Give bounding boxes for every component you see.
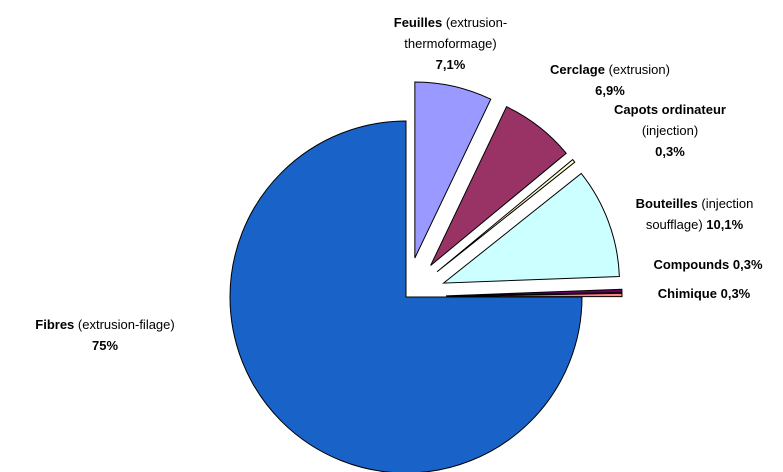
label-description: (extrusion)	[608, 62, 670, 77]
label-name: Feuilles	[393, 15, 443, 30]
pie-slice	[445, 288, 623, 297]
slice-label: Feuilles (extrusion-thermoformage) 7,1%	[378, 12, 523, 75]
pie-slice	[414, 81, 492, 259]
label-name: Cerclage	[550, 62, 605, 77]
slice-label: Cerclage (extrusion) 6,9%	[520, 59, 700, 101]
label-value: 10,1%	[706, 217, 744, 232]
label-value: 0,3%	[732, 257, 763, 272]
pie-slice	[430, 106, 567, 266]
label-description: (injection)	[641, 123, 699, 138]
pie-slice	[436, 158, 576, 273]
slice-label: Chimique 0,3%	[624, 283, 783, 304]
label-value: 7,1%	[435, 57, 466, 72]
slice-label: Bouteilles (injection soufflage) 10,1%	[612, 193, 777, 235]
label-name: Compounds	[653, 257, 730, 272]
label-description: (injection soufflage)	[645, 196, 754, 232]
slice-label: Compounds 0,3%	[628, 254, 783, 275]
label-value: 6,9%	[595, 83, 625, 98]
label-name: Fibres	[35, 317, 75, 332]
label-name: Capots ordinateur	[614, 102, 726, 117]
label-value: 0,3%	[720, 286, 751, 301]
pie-slice	[445, 292, 623, 298]
label-value: 0,3%	[655, 144, 685, 159]
pie-slice	[442, 172, 620, 284]
slice-label: Fibres (extrusion-filage) 75%	[0, 314, 210, 356]
label-description: (extrusion-thermoformage)	[404, 15, 508, 51]
label-name: Bouteilles	[635, 196, 698, 211]
label-description: (extrusion-filage)	[77, 317, 175, 332]
slice-label: Capots ordinateur (injection) 0,3%	[600, 99, 740, 162]
pie-slice	[229, 120, 583, 472]
label-name: Chimique	[657, 286, 717, 301]
label-value: 75%	[91, 338, 119, 353]
